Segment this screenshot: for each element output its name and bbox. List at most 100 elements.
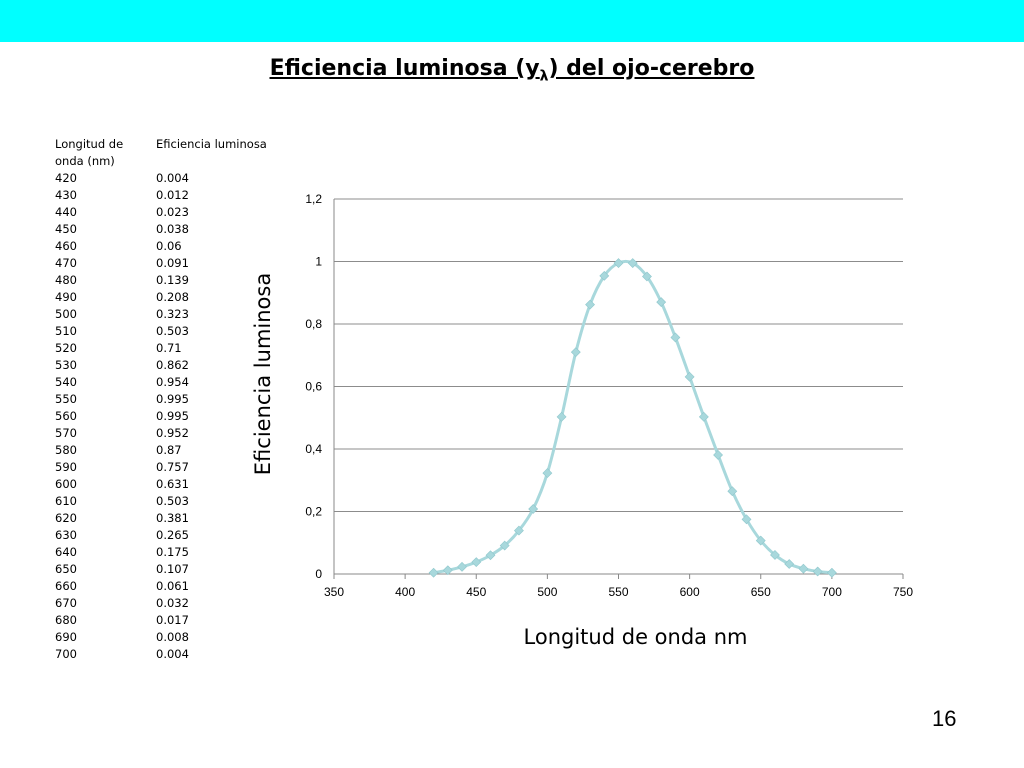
- data-point: [784, 559, 795, 569]
- table-cell-efficiency: 0.631: [156, 477, 189, 491]
- table-row: 650 0.107: [55, 561, 286, 578]
- table-cell-efficiency: 0.265: [156, 528, 189, 542]
- y-tick-label: 1: [315, 255, 322, 269]
- data-point: [741, 514, 752, 525]
- table-row: 530 0.862: [55, 357, 286, 374]
- page-number: 16: [932, 706, 957, 731]
- table-row: 470 0.091: [55, 255, 286, 272]
- x-tick-label: 550: [608, 585, 628, 599]
- table-row: 580 0.87: [55, 442, 286, 459]
- table-cell-wavelength: 480: [55, 273, 77, 287]
- table-row: 520 0.71: [55, 340, 286, 357]
- table-cell-wavelength: 440: [55, 205, 77, 219]
- table-cell-wavelength: 610: [55, 494, 77, 508]
- y-tick-label: 0,6: [305, 380, 322, 394]
- data-point: [812, 566, 823, 577]
- data-point: [442, 565, 453, 576]
- table-cell-wavelength: 570: [55, 426, 77, 440]
- y-tick-label: 1,2: [305, 192, 322, 206]
- table-cell-efficiency: 0.023: [156, 205, 189, 219]
- data-point: [670, 332, 681, 343]
- table-cell-wavelength: 620: [55, 511, 77, 525]
- table-cell-wavelength: 690: [55, 630, 77, 644]
- table-cell-efficiency: 0.503: [156, 324, 189, 338]
- table-cell-wavelength: 430: [55, 188, 77, 202]
- table-cell-wavelength: 530: [55, 358, 77, 372]
- data-point: [698, 411, 709, 422]
- table-row: 700 0.004: [55, 646, 286, 663]
- table-row: 420 0.004: [55, 170, 286, 187]
- data-point: [656, 297, 667, 308]
- table-cell-efficiency: 0.208: [156, 290, 189, 304]
- data-point: [826, 567, 837, 578]
- data-point: [627, 258, 638, 268]
- title-prefix: Eficiencia luminosa (y: [269, 56, 540, 81]
- data-point: [613, 258, 624, 268]
- table-row: 540 0.954: [55, 374, 286, 391]
- table-cell-efficiency: 0.107: [156, 562, 189, 576]
- table-cell-efficiency: 0.952: [156, 426, 189, 440]
- table-cell-wavelength: 650: [55, 562, 77, 576]
- table-cell-wavelength: 420: [55, 171, 77, 185]
- slide-title: Eficiencia luminosa (yλ) del ojo-cerebro: [0, 56, 1024, 84]
- series-line: [433, 259, 833, 575]
- data-point: [528, 504, 539, 514]
- x-tick-label: 350: [324, 585, 344, 599]
- table-row: 640 0.175: [55, 544, 286, 561]
- table-cell-efficiency: 0.06: [156, 239, 182, 253]
- data-point: [684, 371, 695, 382]
- x-tick-label: 600: [680, 585, 700, 599]
- data-point: [570, 347, 581, 358]
- data-table: Longitud de onda (nm) Eficiencia luminos…: [55, 136, 286, 663]
- table-cell-wavelength: 540: [55, 375, 77, 389]
- table-cell-wavelength: 550: [55, 392, 77, 406]
- table-row: 680 0.017: [55, 612, 286, 629]
- data-point: [485, 550, 496, 561]
- table-row: 660 0.061: [55, 578, 286, 595]
- y-tick-label: 0: [315, 567, 322, 581]
- x-tick-label: 450: [466, 585, 486, 599]
- table-row: 620 0.381: [55, 510, 286, 527]
- data-point: [514, 525, 524, 536]
- table-cell-wavelength: 580: [55, 443, 77, 457]
- table-cell-efficiency: 0.381: [156, 511, 189, 525]
- table-row: 610 0.503: [55, 493, 286, 510]
- table-cell-wavelength: 470: [55, 256, 77, 270]
- table-row: 440 0.023: [55, 204, 286, 221]
- table-cell-efficiency: 0.032: [156, 596, 189, 610]
- title-subscript: λ: [539, 68, 549, 85]
- table-cell-wavelength: 460: [55, 239, 77, 253]
- y-tick-label: 0,2: [305, 505, 322, 519]
- table-cell-efficiency: 0.995: [156, 409, 189, 423]
- top-band: [0, 0, 1024, 42]
- x-tick-label: 400: [395, 585, 415, 599]
- data-point: [713, 450, 723, 460]
- table-cell-efficiency: 0.038: [156, 222, 189, 236]
- table-row: 630 0.265: [55, 527, 286, 544]
- table-cell-wavelength: 510: [55, 324, 77, 338]
- table-row: 670 0.032: [55, 595, 286, 612]
- table-cell-wavelength: 660: [55, 579, 77, 593]
- table-cell-wavelength: 520: [55, 341, 77, 355]
- table-row: 490 0.208: [55, 289, 286, 306]
- y-axis-title: Eficiencia luminosa: [251, 273, 275, 475]
- table-cell-wavelength: 590: [55, 460, 77, 474]
- x-axis-title: Longitud de onda nm: [524, 625, 748, 649]
- table-cell-wavelength: 600: [55, 477, 77, 491]
- y-tick-label: 0,8: [305, 317, 322, 331]
- table-header-efficiency: Eficiencia luminosa: [156, 137, 267, 151]
- data-point: [499, 540, 510, 551]
- x-tick-label: 650: [751, 585, 771, 599]
- table-cell-wavelength: 500: [55, 307, 77, 321]
- table-cell-efficiency: 0.71: [156, 341, 182, 355]
- data-point: [798, 563, 809, 574]
- table-header-wavelength: Longitud de onda (nm): [55, 137, 124, 168]
- table-row: 600 0.631: [55, 476, 286, 493]
- table-cell-wavelength: 560: [55, 409, 77, 423]
- title-suffix: ) del ojo-cerebro: [548, 56, 755, 81]
- table-row: 480 0.139: [55, 272, 286, 289]
- data-point: [770, 550, 780, 560]
- table-header-row: Longitud de onda (nm) Eficiencia luminos…: [55, 136, 286, 170]
- table-row: 560 0.995: [55, 408, 286, 425]
